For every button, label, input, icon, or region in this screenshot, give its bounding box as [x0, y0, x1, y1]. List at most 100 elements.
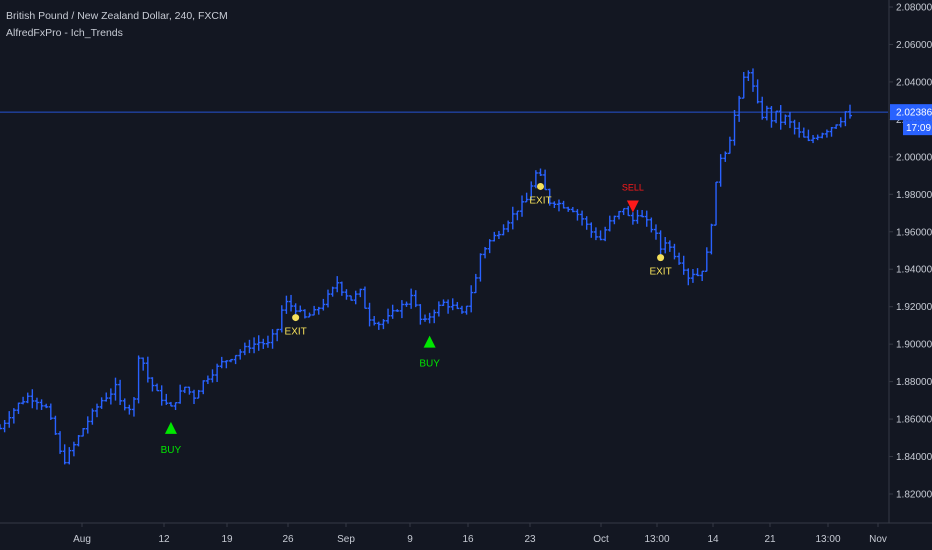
ohlc-bar — [173, 401, 178, 411]
ohlc-bar — [127, 404, 132, 415]
ohlc-bar — [390, 304, 395, 319]
ohlc-bar — [723, 151, 728, 162]
ohlc-bar — [506, 220, 511, 233]
ohlc-bar — [302, 309, 307, 319]
x-tick-label: 19 — [221, 534, 233, 545]
ohlc-bar — [561, 200, 566, 209]
ohlc-bar — [192, 389, 197, 405]
ohlc-bar — [510, 206, 515, 230]
ohlc-bar — [566, 206, 571, 212]
ohlc-bar — [30, 389, 35, 409]
ohlc-bar — [732, 109, 737, 146]
ohlc-bar — [413, 290, 418, 308]
ohlc-bar — [2, 420, 7, 433]
ohlc-bar — [44, 403, 49, 409]
ohlc-bar — [621, 207, 626, 215]
ohlc-bar — [820, 132, 825, 139]
ohlc-bar — [224, 360, 229, 369]
ohlc-bar — [690, 269, 695, 283]
x-tick-label: 13:00 — [644, 534, 669, 545]
ohlc-bar — [811, 134, 816, 144]
ohlc-bar — [552, 201, 557, 209]
ohlc-bar — [695, 268, 700, 277]
ohlc-bar — [67, 447, 72, 465]
ohlc-bar — [496, 230, 501, 239]
ohlc-bar — [580, 210, 585, 226]
y-tick-label: 1.90000 — [896, 340, 932, 351]
ohlc-bar — [617, 210, 622, 220]
exit-dot-icon — [657, 254, 665, 262]
x-tick-label: 23 — [524, 534, 536, 545]
ohlc-bar — [593, 227, 598, 241]
countdown-text: 17:09 — [906, 123, 931, 134]
ohlc-bar — [307, 312, 312, 318]
countdown-badge — [903, 120, 932, 136]
signal-sell: SELL — [622, 183, 644, 213]
ohlc-bar — [806, 129, 811, 142]
y-tick-label: 1.86000 — [896, 415, 932, 426]
ohlc-bar — [644, 210, 649, 227]
ohlc-bar — [663, 237, 668, 254]
ohlc-bar — [436, 301, 441, 317]
ohlc-bar — [635, 209, 640, 224]
ohlc-bar — [0, 424, 2, 430]
ohlc-bar — [95, 403, 100, 418]
signal-buy: BUY — [161, 421, 182, 456]
ohlc-bar — [233, 354, 238, 365]
signal-exit: EXIT — [649, 254, 672, 278]
ohlc-bar — [395, 309, 400, 312]
ohlc-bar — [829, 126, 834, 137]
ohlc-bar — [483, 246, 488, 259]
ohlc-bar — [501, 224, 506, 236]
exit-dot-icon — [536, 182, 544, 190]
ohlc-bar — [58, 431, 63, 454]
signal-label: EXIT — [285, 327, 307, 338]
ohlc-bar — [7, 411, 12, 428]
ohlc-bar — [815, 134, 820, 141]
ohlc-bar — [469, 285, 474, 313]
y-tick-label: 1.96000 — [896, 227, 932, 238]
ohlc-bar — [293, 303, 298, 315]
ohlc-bar — [71, 441, 76, 457]
ohlc-bar — [630, 212, 635, 225]
ohlc-bar — [210, 369, 215, 383]
ohlc-bar — [464, 305, 469, 315]
ohlc-bar — [746, 70, 751, 82]
ohlc-bar — [755, 79, 760, 104]
ohlc-bar — [547, 188, 552, 206]
ohlc-bar — [529, 181, 534, 201]
ohlc-bar — [381, 319, 386, 330]
ohlc-bar — [399, 300, 404, 319]
ohlc-bar — [289, 294, 294, 312]
y-tick-label: 2.06000 — [896, 40, 932, 51]
ohlc-bar — [570, 206, 575, 213]
ohlc-bar — [427, 312, 432, 324]
ohlc-bar — [182, 386, 187, 394]
ohlc-bar — [53, 415, 58, 435]
ohlc-bar — [205, 375, 210, 385]
price-bars — [0, 68, 852, 465]
ohlc-bar — [727, 136, 732, 155]
ohlc-bar — [589, 222, 594, 238]
ohlc-bar — [85, 416, 90, 434]
ohlc-bar — [113, 377, 118, 401]
ohlc-bar — [787, 111, 792, 129]
ohlc-bar — [335, 276, 340, 293]
ohlc-bar — [607, 215, 612, 232]
ohlc-bar — [201, 380, 206, 395]
ohlc-bar — [538, 168, 543, 177]
ohlc-bar — [90, 408, 95, 425]
ohlc-bar — [543, 169, 548, 191]
ohlc-bar — [321, 298, 326, 311]
signal-label: BUY — [161, 445, 182, 456]
ohlc-bar — [81, 428, 86, 437]
ohlc-bar — [709, 223, 714, 255]
ohlc-bar — [533, 170, 538, 189]
y-tick-label: 1.92000 — [896, 302, 932, 313]
ohlc-bar — [750, 68, 755, 92]
x-tick-label: 14 — [707, 534, 719, 545]
x-tick-label: 12 — [158, 534, 170, 545]
ohlc-bar — [667, 240, 672, 252]
